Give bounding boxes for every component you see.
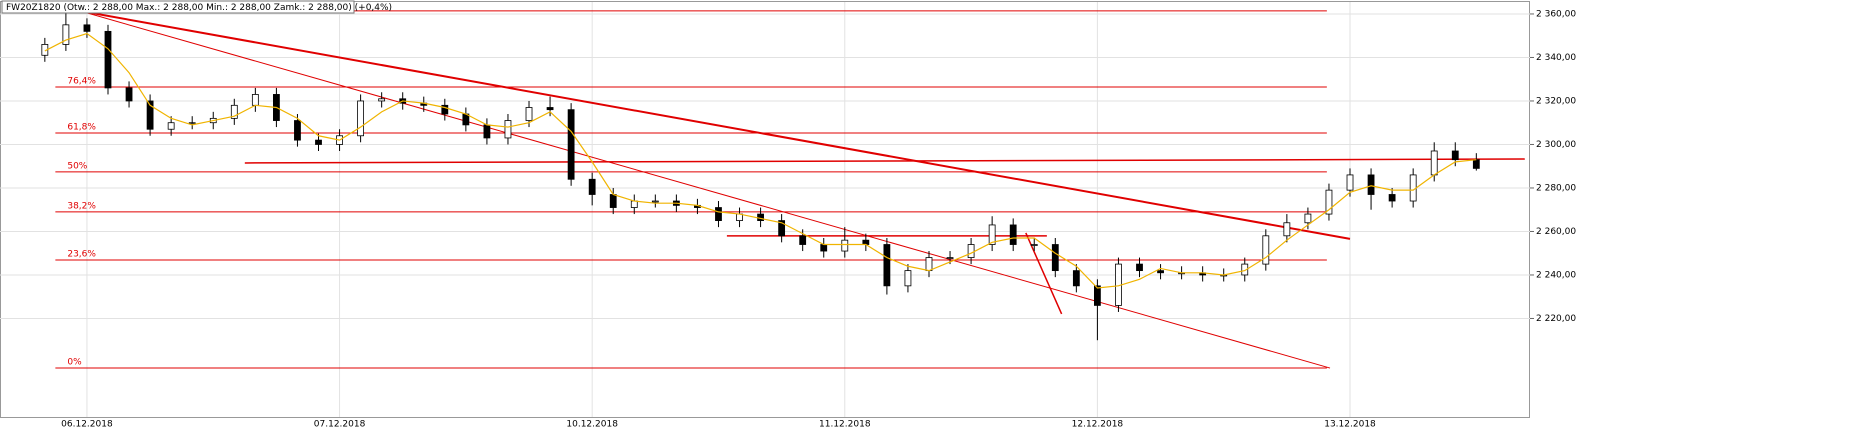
fib-label: 0%	[67, 358, 82, 368]
candle-body	[378, 98, 386, 102]
moving-average	[44, 32, 1477, 289]
candle-body	[1072, 270, 1080, 287]
candle-body	[1472, 159, 1480, 169]
candle-body	[188, 122, 196, 125]
candle-body	[715, 207, 722, 221]
candle-body	[609, 194, 617, 208]
candle-body	[799, 235, 807, 245]
candle-body	[1009, 224, 1017, 245]
legend-box	[1, 0, 355, 14]
candle-body	[904, 270, 912, 287]
candle-body	[441, 104, 449, 115]
candle-body	[1030, 244, 1038, 246]
candle-body	[988, 224, 996, 245]
trend-line	[79, 10, 1331, 369]
candle-body	[967, 244, 975, 258]
plot-frame	[0, 1, 1530, 418]
candle-body	[1430, 150, 1438, 176]
candle-body	[1157, 270, 1164, 274]
candle-body	[820, 244, 828, 252]
trend-line	[1025, 232, 1063, 315]
candle-body	[357, 100, 365, 137]
candle-body	[1051, 244, 1059, 272]
x-tick-label: 12.12.2018	[1072, 420, 1124, 430]
candle-body	[630, 200, 638, 208]
legend-text: FW20Z1820 (Otw.: 2 288,00 Max.: 2 288,00…	[6, 3, 392, 13]
x-tick-label: 10.12.2018	[566, 420, 618, 430]
candle-body	[1136, 263, 1143, 272]
candle-body	[125, 87, 133, 102]
fib-label: 76,4%	[67, 77, 96, 87]
candle-body	[1367, 174, 1375, 195]
y-tick-label: 2 280,00	[1536, 183, 1576, 193]
candle-body	[1283, 222, 1291, 237]
candle-body	[483, 124, 491, 139]
fib-label: 38,2%	[67, 201, 96, 211]
candle-body	[1304, 213, 1312, 224]
candle-body	[841, 239, 849, 252]
candle-body	[925, 257, 933, 272]
fib-label: 50%	[67, 161, 87, 171]
candle-body	[1346, 174, 1354, 191]
candle-body	[167, 122, 175, 130]
candle-body	[525, 107, 533, 121]
candle-body	[315, 139, 322, 145]
candle-body	[1325, 189, 1333, 215]
candle-body	[1451, 150, 1459, 161]
candle-body	[757, 213, 764, 221]
y-tick-label: 2 340,00	[1536, 53, 1576, 63]
x-tick-label: 13.12.2018	[1324, 420, 1376, 430]
candle-body	[651, 200, 659, 203]
candle-body	[862, 239, 870, 245]
trend-line	[244, 158, 1525, 164]
y-tick-label: 2 360,00	[1536, 9, 1576, 19]
fib-label: 23,6%	[67, 249, 96, 259]
trend-line	[79, 9, 1351, 240]
candle-body	[567, 109, 575, 180]
candle-body	[104, 30, 112, 89]
fib-label: 61,8%	[67, 122, 96, 132]
x-tick-label: 11.12.2018	[819, 420, 871, 430]
candle-body	[146, 100, 154, 130]
candle-body	[946, 257, 954, 259]
candle-body	[62, 24, 70, 45]
candle-body	[83, 24, 91, 32]
candle-body	[883, 244, 891, 287]
y-tick-label: 2 320,00	[1536, 96, 1576, 106]
candle-body	[1241, 263, 1249, 276]
candle-body	[1262, 235, 1270, 265]
y-tick-label: 2 260,00	[1536, 227, 1576, 237]
x-tick-label: 06.12.2018	[61, 420, 113, 430]
y-tick-label: 2 220,00	[1536, 314, 1576, 324]
candle-body	[588, 178, 596, 195]
candle-body	[546, 107, 554, 111]
y-tick-label: 2 300,00	[1536, 140, 1576, 150]
candle-body	[1388, 194, 1396, 202]
candle-body	[230, 104, 238, 119]
candle-body	[1093, 285, 1101, 306]
marks: 76,4% 61,8% 50% 38,2% 23,6% 0%	[41, 9, 1525, 369]
y-tick-label: 2 240,00	[1536, 270, 1576, 280]
x-tick-label: 07.12.2018	[314, 420, 366, 430]
candle-body	[778, 220, 786, 237]
candle-body	[504, 120, 512, 139]
candle-body	[251, 94, 259, 106]
candle-body	[294, 120, 301, 141]
